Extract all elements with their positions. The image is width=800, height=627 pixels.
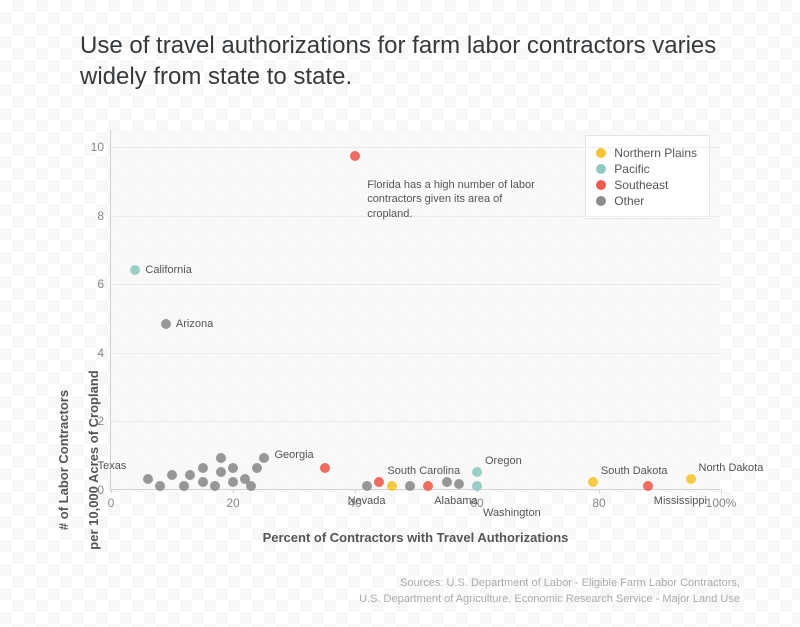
- x-tick: [111, 489, 112, 493]
- scatter-point: [246, 481, 256, 491]
- scatter-point: [472, 481, 482, 491]
- sources-prefix: Sources:: [400, 577, 443, 589]
- scatter-point: [155, 481, 165, 491]
- x-tick: [721, 489, 722, 493]
- gridline: [111, 284, 720, 285]
- scatter-point: [374, 477, 384, 487]
- legend-item: Southeast: [596, 178, 697, 192]
- x-tick-label: 20: [226, 496, 239, 510]
- scatter-point: [387, 481, 397, 491]
- scatter-point: [198, 463, 208, 473]
- scatter-point: [350, 151, 360, 161]
- legend-swatch: [596, 180, 606, 190]
- scatter-point: [216, 467, 226, 477]
- scatter-plot: Northern PlainsPacificSoutheastOther Per…: [110, 130, 720, 490]
- legend-label: Other: [614, 194, 644, 208]
- point-label: Georgia: [275, 449, 314, 461]
- y-tick-label: 6: [97, 277, 104, 291]
- scatter-point: [198, 477, 208, 487]
- legend-item: Other: [596, 194, 697, 208]
- point-label: Washington: [483, 507, 541, 519]
- scatter-point: [643, 481, 653, 491]
- scatter-point: [130, 265, 140, 275]
- scatter-point: [454, 479, 464, 489]
- scatter-point: [259, 453, 269, 463]
- y-tick-label: 8: [97, 209, 104, 223]
- x-tick-label: 80: [592, 496, 605, 510]
- legend-swatch: [596, 164, 606, 174]
- scatter-point: [588, 477, 598, 487]
- scatter-point: [167, 470, 177, 480]
- chart-annotation: Florida has a high number of labor contr…: [367, 178, 547, 221]
- scatter-point: [143, 474, 153, 484]
- chart-title: Use of travel authorizations for farm la…: [80, 30, 720, 92]
- scatter-point: [423, 481, 433, 491]
- point-label: Oregon: [485, 455, 522, 467]
- y-tick-label: 2: [97, 414, 104, 428]
- legend-item: Pacific: [596, 162, 697, 176]
- scatter-point: [228, 477, 238, 487]
- scatter-point: [252, 463, 262, 473]
- x-tick-label: 0: [108, 496, 115, 510]
- scatter-point: [320, 463, 330, 473]
- y-tick-label: 4: [97, 346, 104, 360]
- scatter-point: [216, 453, 226, 463]
- x-tick: [355, 489, 356, 493]
- legend-swatch: [596, 196, 606, 206]
- point-label: Nevada: [348, 495, 386, 507]
- x-tick: [233, 489, 234, 493]
- point-label: California: [145, 264, 191, 276]
- scatter-point: [179, 481, 189, 491]
- legend-swatch: [596, 148, 606, 158]
- point-label: South Carolina: [387, 465, 460, 477]
- sources-line1: U.S. Department of Labor - Eligible Farm…: [447, 577, 740, 589]
- x-tick-label: 100%: [706, 496, 737, 510]
- scatter-point: [228, 463, 238, 473]
- point-label: Alabama: [434, 495, 477, 507]
- scatter-point: [185, 470, 195, 480]
- scatter-point: [210, 481, 220, 491]
- scatter-point: [686, 474, 696, 484]
- point-label: Mississippi: [654, 495, 707, 507]
- point-label: South Dakota: [601, 465, 668, 477]
- scatter-point: [442, 477, 452, 487]
- scatter-point: [161, 319, 171, 329]
- point-label: Texas: [98, 460, 127, 472]
- gridline: [111, 353, 720, 354]
- gridline: [111, 147, 720, 148]
- y-tick-label: 0: [97, 483, 104, 497]
- legend-label: Southeast: [614, 178, 668, 192]
- legend-label: Pacific: [614, 162, 649, 176]
- y-axis-label-line1: # of Labor Contractors: [56, 310, 71, 610]
- chart-sources: Sources: U.S. Department of Labor - Elig…: [359, 576, 740, 607]
- point-label: Arizona: [176, 318, 213, 330]
- point-label: North Dakota: [699, 462, 764, 474]
- sources-line2: U.S. Department of Agriculture, Economic…: [359, 593, 740, 605]
- x-tick: [599, 489, 600, 493]
- scatter-point: [472, 467, 482, 477]
- x-axis-label: Percent of Contractors with Travel Autho…: [111, 530, 720, 545]
- gridline: [111, 421, 720, 422]
- scatter-point: [362, 481, 372, 491]
- chart-container: Use of travel authorizations for farm la…: [0, 0, 800, 627]
- y-tick-label: 10: [91, 140, 104, 154]
- scatter-point: [405, 481, 415, 491]
